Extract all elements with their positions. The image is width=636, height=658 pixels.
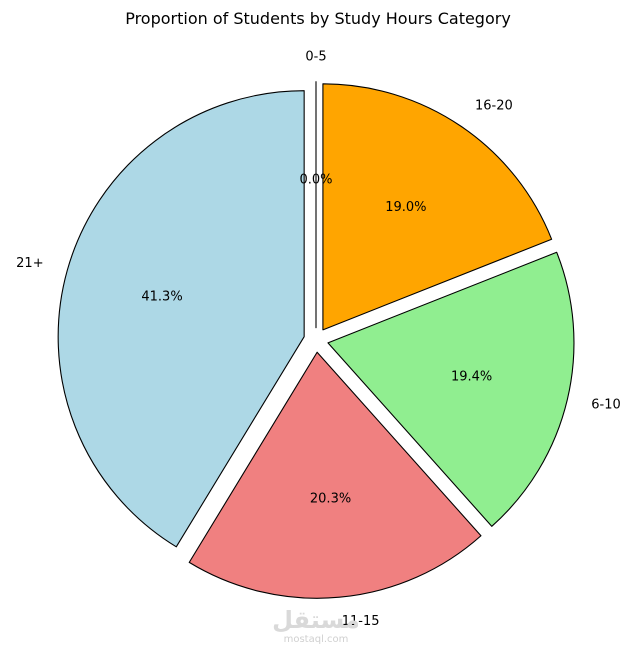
percent-label-6-10: 19.4% <box>451 369 492 384</box>
percent-labels: 0.0% 19.0% 19.4% 20.3% 41.3% <box>141 173 492 507</box>
percent-label-11-15: 20.3% <box>310 492 351 507</box>
percent-label-0-5: 0.0% <box>299 173 332 188</box>
watermark: مستقل mostaql.com <box>272 606 360 645</box>
pie-slice-6-10 <box>327 251 575 527</box>
category-label-6-10: 6-10 <box>591 398 621 413</box>
pie-slice-11-15 <box>188 351 482 599</box>
percent-label-16-20: 19.0% <box>385 200 426 215</box>
pie-slice-16-20 <box>322 83 553 331</box>
watermark-latin: mostaql.com <box>284 634 349 645</box>
category-label-21: 21+ <box>16 256 43 271</box>
pie-slice-21 <box>57 90 305 548</box>
category-labels: 0-5 16-20 6-10 11-15 21+ <box>16 50 621 630</box>
chart-title: Proportion of Students by Study Hours Ca… <box>125 9 511 28</box>
category-label-0-5: 0-5 <box>305 50 326 65</box>
percent-label-21: 41.3% <box>141 289 182 304</box>
watermark-arabic: مستقل <box>272 606 360 634</box>
category-label-16-20: 16-20 <box>475 99 513 114</box>
category-label-11-15: 11-15 <box>342 614 380 629</box>
pie-slices <box>57 81 575 599</box>
